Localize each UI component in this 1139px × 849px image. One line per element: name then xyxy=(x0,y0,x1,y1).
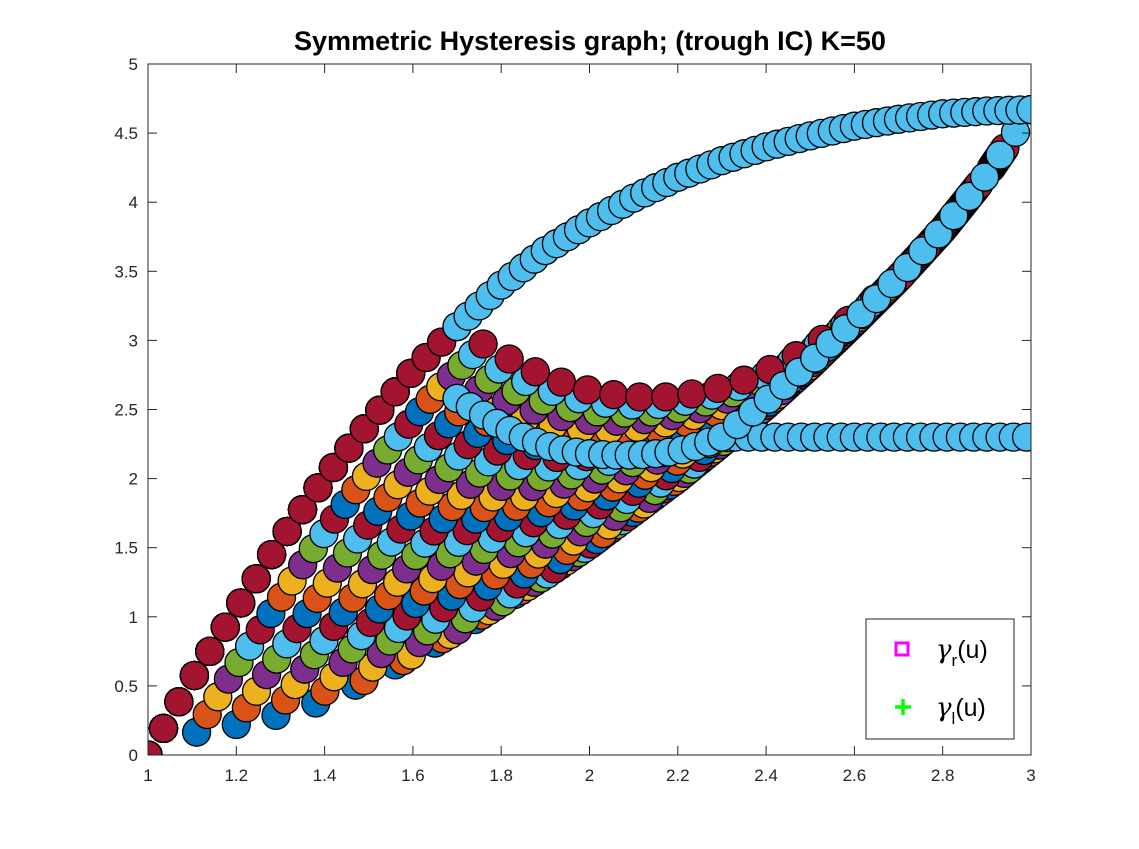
x-tick-label: 2.6 xyxy=(843,766,867,785)
x-tick-label: 2.4 xyxy=(754,766,778,785)
marker-loop-rise xyxy=(318,452,349,483)
x-tick-label: 1 xyxy=(143,766,152,785)
legend-box xyxy=(865,618,1015,740)
marker-loop-rise xyxy=(303,473,333,503)
y-tick-label: 2.5 xyxy=(114,401,138,420)
y-tick-label: 2 xyxy=(129,470,138,489)
marker-loop-rise xyxy=(226,588,256,618)
marker-loop-descend xyxy=(468,329,498,359)
marker-loop-rise xyxy=(210,612,240,642)
marker-final-upper xyxy=(1016,94,1031,125)
legend-label: γr(u) xyxy=(936,635,988,670)
marker-loop-descend xyxy=(729,365,759,395)
marker-loop-descend xyxy=(625,382,655,412)
legend-marker-square xyxy=(894,641,910,657)
marker-loop-rise xyxy=(272,516,302,547)
marker-final-lower xyxy=(939,200,969,231)
marker-final-lower xyxy=(954,181,984,212)
marker-loop-descend xyxy=(598,380,629,410)
y-tick-label: 1 xyxy=(129,608,138,627)
x-tick-label: 1.8 xyxy=(489,766,513,785)
marker-loop-descend xyxy=(651,382,681,412)
y-tick-label: 4 xyxy=(129,193,138,212)
marker-loop-descend xyxy=(520,357,550,387)
marker-loop-rise xyxy=(148,740,163,755)
y-tick-label: 3.5 xyxy=(114,262,138,281)
axes: 1 1.2 1.4 1.6 1.8 2 2.2 2.4 2.6 2.8 3 0 0.5 1 1.5 2 2.5 3… xyxy=(114,55,1035,785)
legend: γr(u) γl(u) xyxy=(865,618,1015,740)
x-tick-label: 2.8 xyxy=(931,766,955,785)
marker-loop-descend xyxy=(572,375,603,405)
marker-loop-descend xyxy=(494,344,524,374)
chart-title: Symmetric Hysteresis graph; (trough IC) … xyxy=(294,26,886,56)
marker-loop-descend xyxy=(677,379,707,409)
x-tick-label: 1.6 xyxy=(401,766,425,785)
y-tick-label: 4.5 xyxy=(114,124,138,143)
marker-loop-rise xyxy=(256,539,287,570)
x-tick-label: 1.4 xyxy=(313,766,337,785)
marker-loop-rise xyxy=(164,687,194,717)
x-tick-label: 1.2 xyxy=(224,766,248,785)
marker-final-descent xyxy=(1011,422,1031,452)
marker-loop-descend xyxy=(703,373,733,404)
marker-loop-rise xyxy=(241,564,271,594)
marker-loop-rise xyxy=(287,495,318,525)
legend-label: γl(u) xyxy=(936,693,986,728)
scatter-markers xyxy=(148,94,1031,755)
marker-loop-rise xyxy=(334,433,364,463)
marker-final-lower xyxy=(985,140,1015,170)
y-tick-label: 1.5 xyxy=(114,539,138,558)
y-tick-label: 5 xyxy=(129,55,138,74)
x-tick-label: 3 xyxy=(1026,766,1035,785)
x-tick-label: 2.2 xyxy=(666,766,690,785)
marker-loop-rise xyxy=(195,636,225,667)
y-tick-label: 0.5 xyxy=(114,677,138,696)
x-tick-label: 2 xyxy=(585,766,594,785)
marker-loop-rise xyxy=(148,713,179,744)
y-tick-label: 0 xyxy=(129,746,138,765)
marker-final-lower xyxy=(969,162,1000,192)
y-tick-label: 3 xyxy=(129,331,138,350)
marker-loop-rise xyxy=(179,660,210,691)
marker-loop-descend xyxy=(546,367,577,397)
